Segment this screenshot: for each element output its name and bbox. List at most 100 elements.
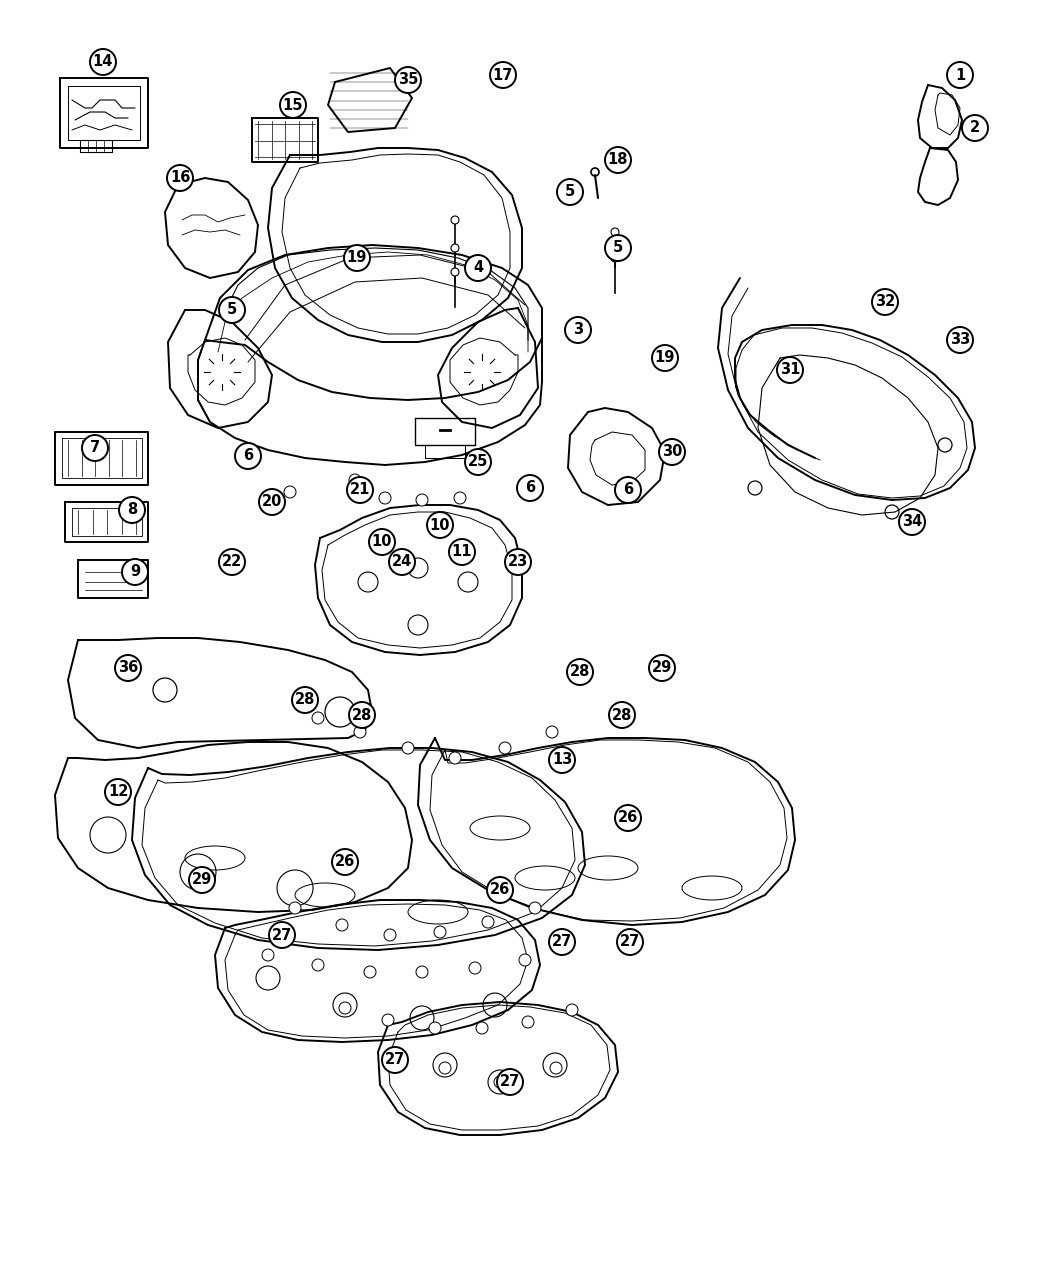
Text: 17: 17 bbox=[492, 68, 513, 83]
Text: 10: 10 bbox=[429, 518, 450, 533]
Circle shape bbox=[382, 1047, 408, 1074]
Circle shape bbox=[615, 805, 640, 831]
Text: 23: 23 bbox=[508, 555, 528, 570]
Circle shape bbox=[611, 254, 619, 261]
Circle shape bbox=[549, 747, 575, 773]
Circle shape bbox=[522, 1016, 534, 1028]
Text: 34: 34 bbox=[902, 515, 922, 529]
Circle shape bbox=[346, 477, 373, 504]
Circle shape bbox=[289, 901, 301, 914]
Text: 19: 19 bbox=[346, 250, 367, 265]
Circle shape bbox=[312, 711, 324, 724]
Circle shape bbox=[556, 179, 583, 205]
Circle shape bbox=[364, 966, 376, 978]
Text: 10: 10 bbox=[372, 534, 393, 550]
Circle shape bbox=[384, 929, 396, 941]
Circle shape bbox=[259, 490, 285, 515]
Circle shape bbox=[611, 228, 619, 236]
Text: 21: 21 bbox=[350, 482, 371, 497]
Text: 24: 24 bbox=[392, 555, 412, 570]
Circle shape bbox=[482, 915, 494, 928]
Circle shape bbox=[565, 317, 591, 343]
Text: 28: 28 bbox=[295, 692, 315, 708]
Circle shape bbox=[452, 268, 459, 275]
Circle shape bbox=[872, 289, 898, 315]
Circle shape bbox=[116, 655, 141, 681]
Text: 26: 26 bbox=[617, 811, 638, 825]
Text: 35: 35 bbox=[398, 73, 418, 88]
Circle shape bbox=[487, 877, 513, 903]
Circle shape bbox=[777, 357, 803, 382]
Circle shape bbox=[490, 62, 516, 88]
Text: 32: 32 bbox=[875, 295, 895, 310]
Circle shape bbox=[427, 513, 453, 538]
Text: 27: 27 bbox=[385, 1052, 405, 1067]
Text: 27: 27 bbox=[272, 927, 292, 942]
Text: 2: 2 bbox=[970, 121, 980, 135]
Circle shape bbox=[497, 1068, 523, 1095]
Circle shape bbox=[416, 966, 428, 978]
Circle shape bbox=[549, 929, 575, 955]
Circle shape bbox=[505, 550, 531, 575]
Circle shape bbox=[947, 326, 973, 353]
Circle shape bbox=[284, 486, 296, 499]
Text: 33: 33 bbox=[950, 333, 970, 348]
Text: 15: 15 bbox=[282, 97, 303, 112]
Circle shape bbox=[219, 550, 245, 575]
Text: 5: 5 bbox=[565, 185, 575, 199]
Text: 12: 12 bbox=[108, 784, 128, 799]
Circle shape bbox=[344, 245, 370, 272]
Circle shape bbox=[416, 493, 428, 506]
Text: 27: 27 bbox=[620, 935, 640, 950]
Circle shape bbox=[189, 867, 215, 892]
Circle shape bbox=[262, 949, 274, 961]
Text: 19: 19 bbox=[655, 351, 675, 366]
Text: 5: 5 bbox=[613, 241, 623, 255]
Circle shape bbox=[652, 346, 678, 371]
Text: 16: 16 bbox=[170, 171, 190, 185]
Text: 9: 9 bbox=[130, 565, 140, 580]
Text: 1: 1 bbox=[954, 68, 965, 83]
Circle shape bbox=[476, 1023, 488, 1034]
Text: 27: 27 bbox=[552, 935, 572, 950]
Circle shape bbox=[239, 453, 251, 464]
Circle shape bbox=[339, 1002, 351, 1014]
Circle shape bbox=[899, 509, 925, 536]
Text: 22: 22 bbox=[222, 555, 243, 570]
Text: 4: 4 bbox=[472, 260, 483, 275]
Circle shape bbox=[649, 655, 675, 681]
Text: 14: 14 bbox=[92, 55, 113, 70]
Circle shape bbox=[395, 68, 421, 93]
Circle shape bbox=[469, 963, 481, 974]
Circle shape bbox=[947, 62, 973, 88]
Circle shape bbox=[567, 659, 593, 685]
Circle shape bbox=[499, 742, 511, 754]
Circle shape bbox=[449, 752, 461, 764]
Circle shape bbox=[449, 539, 475, 565]
Text: 11: 11 bbox=[452, 544, 472, 560]
Circle shape bbox=[82, 435, 108, 462]
Text: 28: 28 bbox=[352, 708, 372, 723]
Circle shape bbox=[235, 442, 261, 469]
Circle shape bbox=[122, 558, 148, 585]
Text: 20: 20 bbox=[261, 495, 282, 510]
Circle shape bbox=[292, 687, 318, 713]
Circle shape bbox=[439, 1062, 452, 1074]
Circle shape bbox=[382, 1014, 394, 1026]
Text: 29: 29 bbox=[192, 872, 212, 887]
Circle shape bbox=[615, 477, 640, 504]
Circle shape bbox=[388, 550, 415, 575]
Text: 3: 3 bbox=[573, 323, 583, 338]
Text: 31: 31 bbox=[780, 362, 800, 377]
Circle shape bbox=[119, 497, 145, 523]
Text: 25: 25 bbox=[468, 454, 488, 469]
Circle shape bbox=[429, 1023, 441, 1034]
Circle shape bbox=[167, 164, 193, 191]
Text: 7: 7 bbox=[90, 440, 100, 455]
Circle shape bbox=[529, 901, 541, 914]
Circle shape bbox=[105, 779, 131, 805]
Circle shape bbox=[454, 492, 466, 504]
Circle shape bbox=[519, 954, 531, 966]
Text: 8: 8 bbox=[127, 502, 138, 518]
Circle shape bbox=[494, 1076, 506, 1088]
